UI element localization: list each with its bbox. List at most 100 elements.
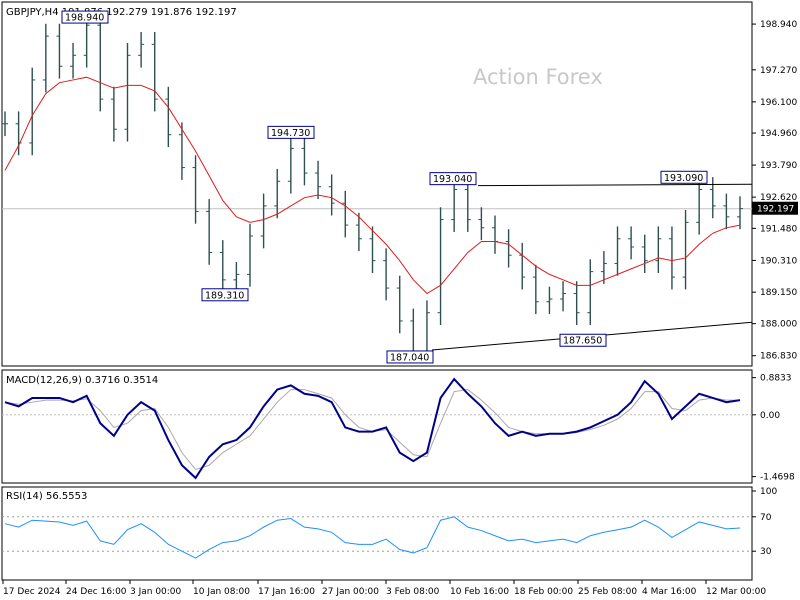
price-bar <box>546 286 553 315</box>
price-annotations: 198.940 194.730 189.310 193.040 193.090 187.0… <box>61 10 708 364</box>
x-tick-label: 10 Feb 16:00 <box>450 587 509 597</box>
price-level-label: 187.040 <box>386 350 434 364</box>
macd-y-tick-label: 0.00 <box>760 411 780 421</box>
price-level-label-box <box>267 125 315 139</box>
rsi-line <box>4 516 741 559</box>
price-bar <box>628 226 635 260</box>
x-tick-label: 4 Mar 16:00 <box>642 587 697 597</box>
price-bar <box>247 223 253 287</box>
rsi-y-tick-label: 70 <box>760 513 772 523</box>
rsi-y-tick-label: 30 <box>760 547 772 557</box>
price-bar <box>178 122 185 180</box>
current-price-tag: 192.197 <box>752 201 798 215</box>
macd-panel: MACD(12,26,9) 0.3716 0.3514 0.8833 0.00 -1… <box>1 369 795 484</box>
x-tick-label: 17 Jan 16:00 <box>258 587 315 597</box>
price-y-tick-label: 188.000 <box>760 320 797 330</box>
x-tick-label: 3 Feb 08:00 <box>386 587 440 597</box>
price-bar <box>110 86 117 142</box>
price-bar <box>165 86 172 148</box>
price-bar <box>560 281 567 312</box>
price-bar <box>233 262 240 293</box>
price-level-label-text: 194.730 <box>271 128 310 139</box>
x-tick-label: 24 Dec 16:00 <box>66 587 127 597</box>
price-bar <box>587 259 594 326</box>
price-level-label-text: 193.040 <box>433 174 472 185</box>
x-tick-label: 17 Dec 2024 <box>3 587 61 597</box>
rsi-y-axis: 100 70 30 <box>752 487 777 557</box>
price-bar <box>532 264 539 315</box>
price-bar <box>396 275 403 334</box>
price-level-label: 187.650 <box>559 333 607 347</box>
price-panel-frame <box>1 1 753 367</box>
price-bar <box>70 42 77 79</box>
macd-title: MACD(12,26,9) 0.3716 0.3514 <box>6 375 158 386</box>
price-y-tick-label: 196.100 <box>760 98 797 108</box>
price-level-label-box <box>559 333 607 347</box>
price-y-tick-label: 197.270 <box>760 66 797 76</box>
price-bar <box>682 210 689 290</box>
rsi-title: RSI(14) 56.5553 <box>6 491 87 502</box>
rsi-panel: RSI(14) 56.5553 100 70 30 <box>1 486 777 581</box>
price-y-tick-label: 189.150 <box>760 288 797 298</box>
macd-panel-frame <box>1 369 753 484</box>
price-bar <box>124 42 131 142</box>
price-bar <box>138 32 145 68</box>
rsi-panel-frame <box>1 486 753 581</box>
price-bar <box>737 196 743 230</box>
price-bar <box>342 190 349 238</box>
price-level-label: 189.310 <box>201 288 249 302</box>
price-bar <box>328 174 335 216</box>
x-tick-label: 27 Jan 00:00 <box>322 587 379 597</box>
macd-y-axis: 0.8833 0.00 -1.4698 <box>752 374 795 483</box>
price-bar <box>192 155 199 224</box>
price-bar <box>641 234 648 273</box>
price-bar <box>696 177 703 235</box>
price-bars <box>2 12 743 364</box>
price-panel: Action Forex GBPJPY,H4 191.876 192.279 1… <box>1 1 798 367</box>
rsi-levels <box>2 516 752 552</box>
price-y-tick-label: 192.620 <box>760 193 797 203</box>
moving-average-line <box>4 76 741 295</box>
price-y-axis: 198.940 197.270 196.100 194.960 193.790 192.6… <box>752 20 797 362</box>
x-tick-label: 25 Feb 08:00 <box>578 587 637 597</box>
price-y-tick-label: 186.830 <box>760 352 797 362</box>
macd-main-line <box>4 377 741 480</box>
price-level-label-box <box>386 350 434 364</box>
watermark: Action Forex <box>473 65 603 89</box>
price-y-tick-label: 193.790 <box>760 161 797 171</box>
price-y-tick-label: 194.960 <box>760 129 797 139</box>
current-price-tag-box <box>752 201 798 215</box>
price-level-label-text: 198.940 <box>65 13 104 24</box>
price-level-label: 193.040 <box>429 172 477 186</box>
price-title: GBPJPY,H4 191.876 192.279 191.876 192.19… <box>6 7 237 18</box>
price-bar <box>505 229 512 268</box>
price-bar <box>655 226 662 273</box>
price-bar <box>573 281 580 326</box>
price-bar <box>287 136 294 194</box>
price-level-label: 194.730 <box>267 125 315 139</box>
price-bar <box>274 168 281 219</box>
price-bar <box>369 226 376 273</box>
price-level-label-box <box>61 10 109 24</box>
price-level-label-box <box>660 170 708 184</box>
price-bar <box>383 248 390 301</box>
price-bar <box>219 240 226 293</box>
price-bar <box>451 177 458 232</box>
price-bar <box>600 251 607 284</box>
x-tick-label: 3 Jan 00:00 <box>130 587 182 597</box>
price-level-label-box <box>201 288 249 302</box>
price-bar <box>464 177 471 232</box>
price-bar <box>42 23 49 93</box>
price-y-tick-label: 190.310 <box>760 256 797 266</box>
rsi-y-tick-label: 100 <box>760 487 777 497</box>
price-bar <box>301 136 308 186</box>
price-bar <box>437 207 444 326</box>
x-tick-label: 18 Feb 00:00 <box>514 587 573 597</box>
price-level-label-text: 187.040 <box>390 352 429 363</box>
price-bar <box>2 111 8 137</box>
x-tick-label: 12 Mar 00:00 <box>706 587 766 597</box>
price-level-label: 198.940 <box>61 10 109 24</box>
resistance-line <box>477 183 753 187</box>
macd-y-tick-label: -1.4698 <box>760 473 795 483</box>
